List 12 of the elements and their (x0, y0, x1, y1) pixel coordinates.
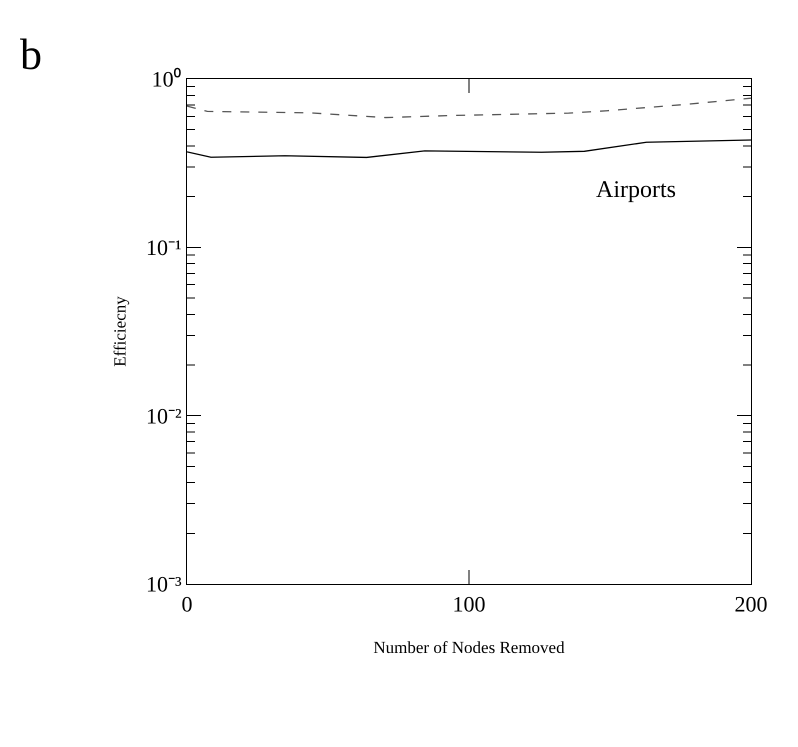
y-tick-label: 10⁻¹ (146, 235, 182, 260)
y-tick-label: 10⁻³ (146, 572, 182, 597)
x-tick-label: 200 (734, 591, 768, 616)
line-series (187, 98, 751, 118)
x-axis-title: Number of Nodes Removed (373, 638, 566, 657)
x-tick-label: 100 (452, 591, 486, 616)
y-tick-label: 10⁻² (146, 403, 182, 428)
annotation: Airports (596, 177, 676, 203)
text: b (20, 30, 42, 79)
x-tick-label: 0 (182, 591, 192, 616)
y-axis-title: Efficiecny (110, 296, 130, 367)
y-tick-label: 10⁰ (152, 66, 182, 92)
